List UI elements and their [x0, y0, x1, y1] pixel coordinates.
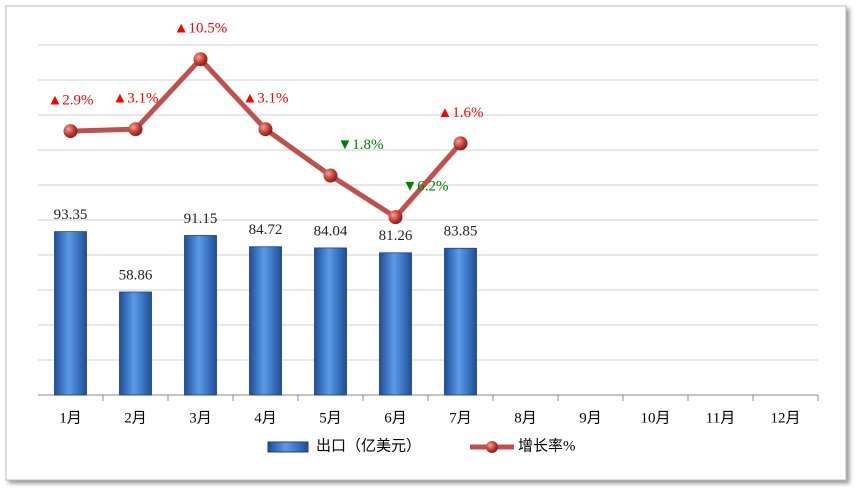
- bar-label: 84.04: [314, 223, 348, 239]
- line-label: ▲3.1%: [242, 91, 288, 107]
- line-label: ▲2.9%: [47, 93, 93, 109]
- bar: [444, 247, 477, 396]
- line-marker: [323, 168, 338, 183]
- x-tick-label: 4月: [254, 410, 277, 426]
- line-marker: [63, 124, 78, 139]
- line-marker: [128, 122, 143, 137]
- x-tick-label: 8月: [514, 410, 537, 426]
- line-marker: [193, 52, 208, 67]
- x-tick-label: 12月: [770, 410, 800, 426]
- x-tick-label: 11月: [706, 410, 735, 426]
- bar: [314, 247, 347, 396]
- legend-swatch: [267, 441, 309, 453]
- line-marker: [388, 210, 403, 225]
- bar: [119, 291, 152, 396]
- bar-label: 58.86: [119, 267, 153, 283]
- bar-label: 93.35: [54, 207, 88, 223]
- x-tick-label: 3月: [189, 410, 212, 426]
- legend-label: 增长率%: [518, 437, 576, 454]
- line-marker: [453, 136, 468, 151]
- legend-label: 出口（亿美元）: [316, 437, 421, 454]
- line-marker: [258, 122, 273, 137]
- bar-label: 81.26: [379, 228, 413, 244]
- x-tick-label: 7月: [449, 410, 472, 426]
- x-tick-label: 5月: [319, 410, 342, 426]
- frame: [5, 5, 847, 481]
- bar: [184, 235, 217, 396]
- x-tick-label: 6月: [384, 410, 407, 426]
- line-label: ▲3.1%: [112, 91, 158, 107]
- bar-label: 84.72: [249, 222, 283, 238]
- bar: [54, 231, 87, 396]
- x-tick-label: 1月: [59, 410, 82, 426]
- bar-label: 91.15: [184, 211, 218, 227]
- legend-swatch: [486, 441, 498, 453]
- line-label: ▲10.5%: [174, 21, 228, 37]
- x-tick-label: 2月: [124, 410, 147, 426]
- bar-label: 83.85: [444, 224, 478, 240]
- bar: [379, 252, 412, 396]
- x-tick-label: 9月: [579, 410, 602, 426]
- line-label: ▼6.2%: [402, 179, 448, 195]
- bar: [249, 246, 282, 396]
- x-tick-label: 10月: [640, 410, 670, 426]
- line-label: ▼1.8%: [337, 137, 383, 153]
- line-label: ▲1.6%: [437, 105, 483, 121]
